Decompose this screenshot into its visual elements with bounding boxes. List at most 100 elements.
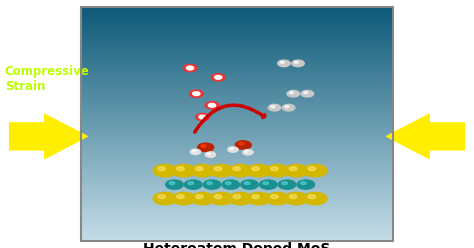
Bar — [81, 46, 393, 48]
Bar — [81, 60, 393, 62]
Circle shape — [195, 167, 203, 171]
Circle shape — [186, 66, 194, 70]
Bar — [81, 81, 393, 83]
Bar — [81, 110, 393, 112]
Bar — [81, 149, 393, 151]
Circle shape — [235, 141, 251, 149]
Bar — [81, 35, 393, 36]
Bar — [81, 171, 393, 173]
Circle shape — [233, 195, 241, 199]
Circle shape — [153, 164, 177, 177]
Bar — [81, 237, 393, 239]
Bar — [81, 219, 393, 221]
Circle shape — [190, 90, 203, 97]
Circle shape — [177, 195, 184, 199]
Bar — [81, 175, 393, 177]
Bar — [81, 173, 393, 175]
Circle shape — [245, 151, 248, 152]
Circle shape — [209, 103, 216, 107]
Bar — [81, 192, 393, 194]
Circle shape — [285, 106, 289, 108]
Circle shape — [191, 164, 214, 177]
Bar — [81, 7, 393, 241]
Bar — [81, 210, 393, 211]
Bar — [81, 73, 393, 75]
Bar — [81, 211, 393, 213]
Circle shape — [263, 182, 269, 185]
Bar — [81, 114, 393, 116]
Bar — [81, 105, 393, 107]
Bar — [81, 215, 393, 217]
Circle shape — [210, 104, 212, 105]
Bar — [81, 208, 393, 210]
Circle shape — [169, 182, 175, 185]
Bar — [81, 87, 393, 89]
Bar — [81, 42, 393, 44]
Bar — [81, 31, 393, 33]
Bar — [81, 147, 393, 149]
Bar — [81, 217, 393, 219]
Bar — [81, 66, 393, 68]
Bar — [81, 101, 393, 103]
Circle shape — [192, 92, 197, 94]
Circle shape — [214, 195, 222, 199]
Circle shape — [266, 164, 290, 177]
Circle shape — [190, 149, 201, 155]
Circle shape — [222, 180, 239, 189]
Circle shape — [241, 180, 258, 189]
Circle shape — [210, 164, 233, 177]
Circle shape — [278, 60, 290, 67]
Polygon shape — [9, 114, 88, 159]
Bar — [81, 130, 393, 132]
Circle shape — [252, 167, 259, 171]
Circle shape — [199, 115, 203, 117]
Bar — [81, 221, 393, 223]
Bar — [81, 180, 393, 182]
Bar — [81, 126, 393, 128]
Text: Compressive
Strain: Compressive Strain — [5, 65, 90, 93]
Bar — [81, 122, 393, 124]
Bar — [81, 161, 393, 163]
Circle shape — [186, 66, 191, 68]
Bar — [81, 93, 393, 95]
Bar — [81, 25, 393, 27]
Circle shape — [207, 182, 212, 185]
Bar — [81, 227, 393, 229]
Bar — [81, 11, 393, 13]
Bar — [81, 198, 393, 200]
Circle shape — [292, 60, 304, 67]
Circle shape — [271, 167, 278, 171]
Circle shape — [304, 92, 308, 94]
Bar — [81, 64, 393, 66]
Circle shape — [198, 143, 214, 152]
Bar — [81, 108, 393, 110]
Circle shape — [196, 113, 210, 121]
Bar — [81, 116, 393, 118]
Circle shape — [183, 64, 197, 72]
Bar — [81, 177, 393, 178]
Circle shape — [205, 102, 219, 109]
Bar — [81, 70, 393, 71]
Circle shape — [271, 195, 278, 199]
Circle shape — [278, 180, 296, 189]
Circle shape — [195, 195, 203, 199]
Circle shape — [252, 195, 259, 199]
Circle shape — [226, 182, 231, 185]
Circle shape — [282, 182, 287, 185]
Bar — [81, 132, 393, 134]
Circle shape — [244, 182, 250, 185]
Bar — [81, 91, 393, 93]
Bar — [81, 184, 393, 186]
Bar — [81, 36, 393, 38]
Circle shape — [199, 115, 206, 119]
Circle shape — [294, 61, 298, 63]
Circle shape — [214, 167, 222, 171]
Bar — [81, 157, 393, 159]
Circle shape — [166, 180, 183, 189]
Bar — [81, 223, 393, 225]
Bar — [81, 62, 393, 64]
Bar — [81, 7, 393, 9]
Bar — [81, 159, 393, 161]
Bar — [81, 112, 393, 114]
Bar — [81, 153, 393, 155]
